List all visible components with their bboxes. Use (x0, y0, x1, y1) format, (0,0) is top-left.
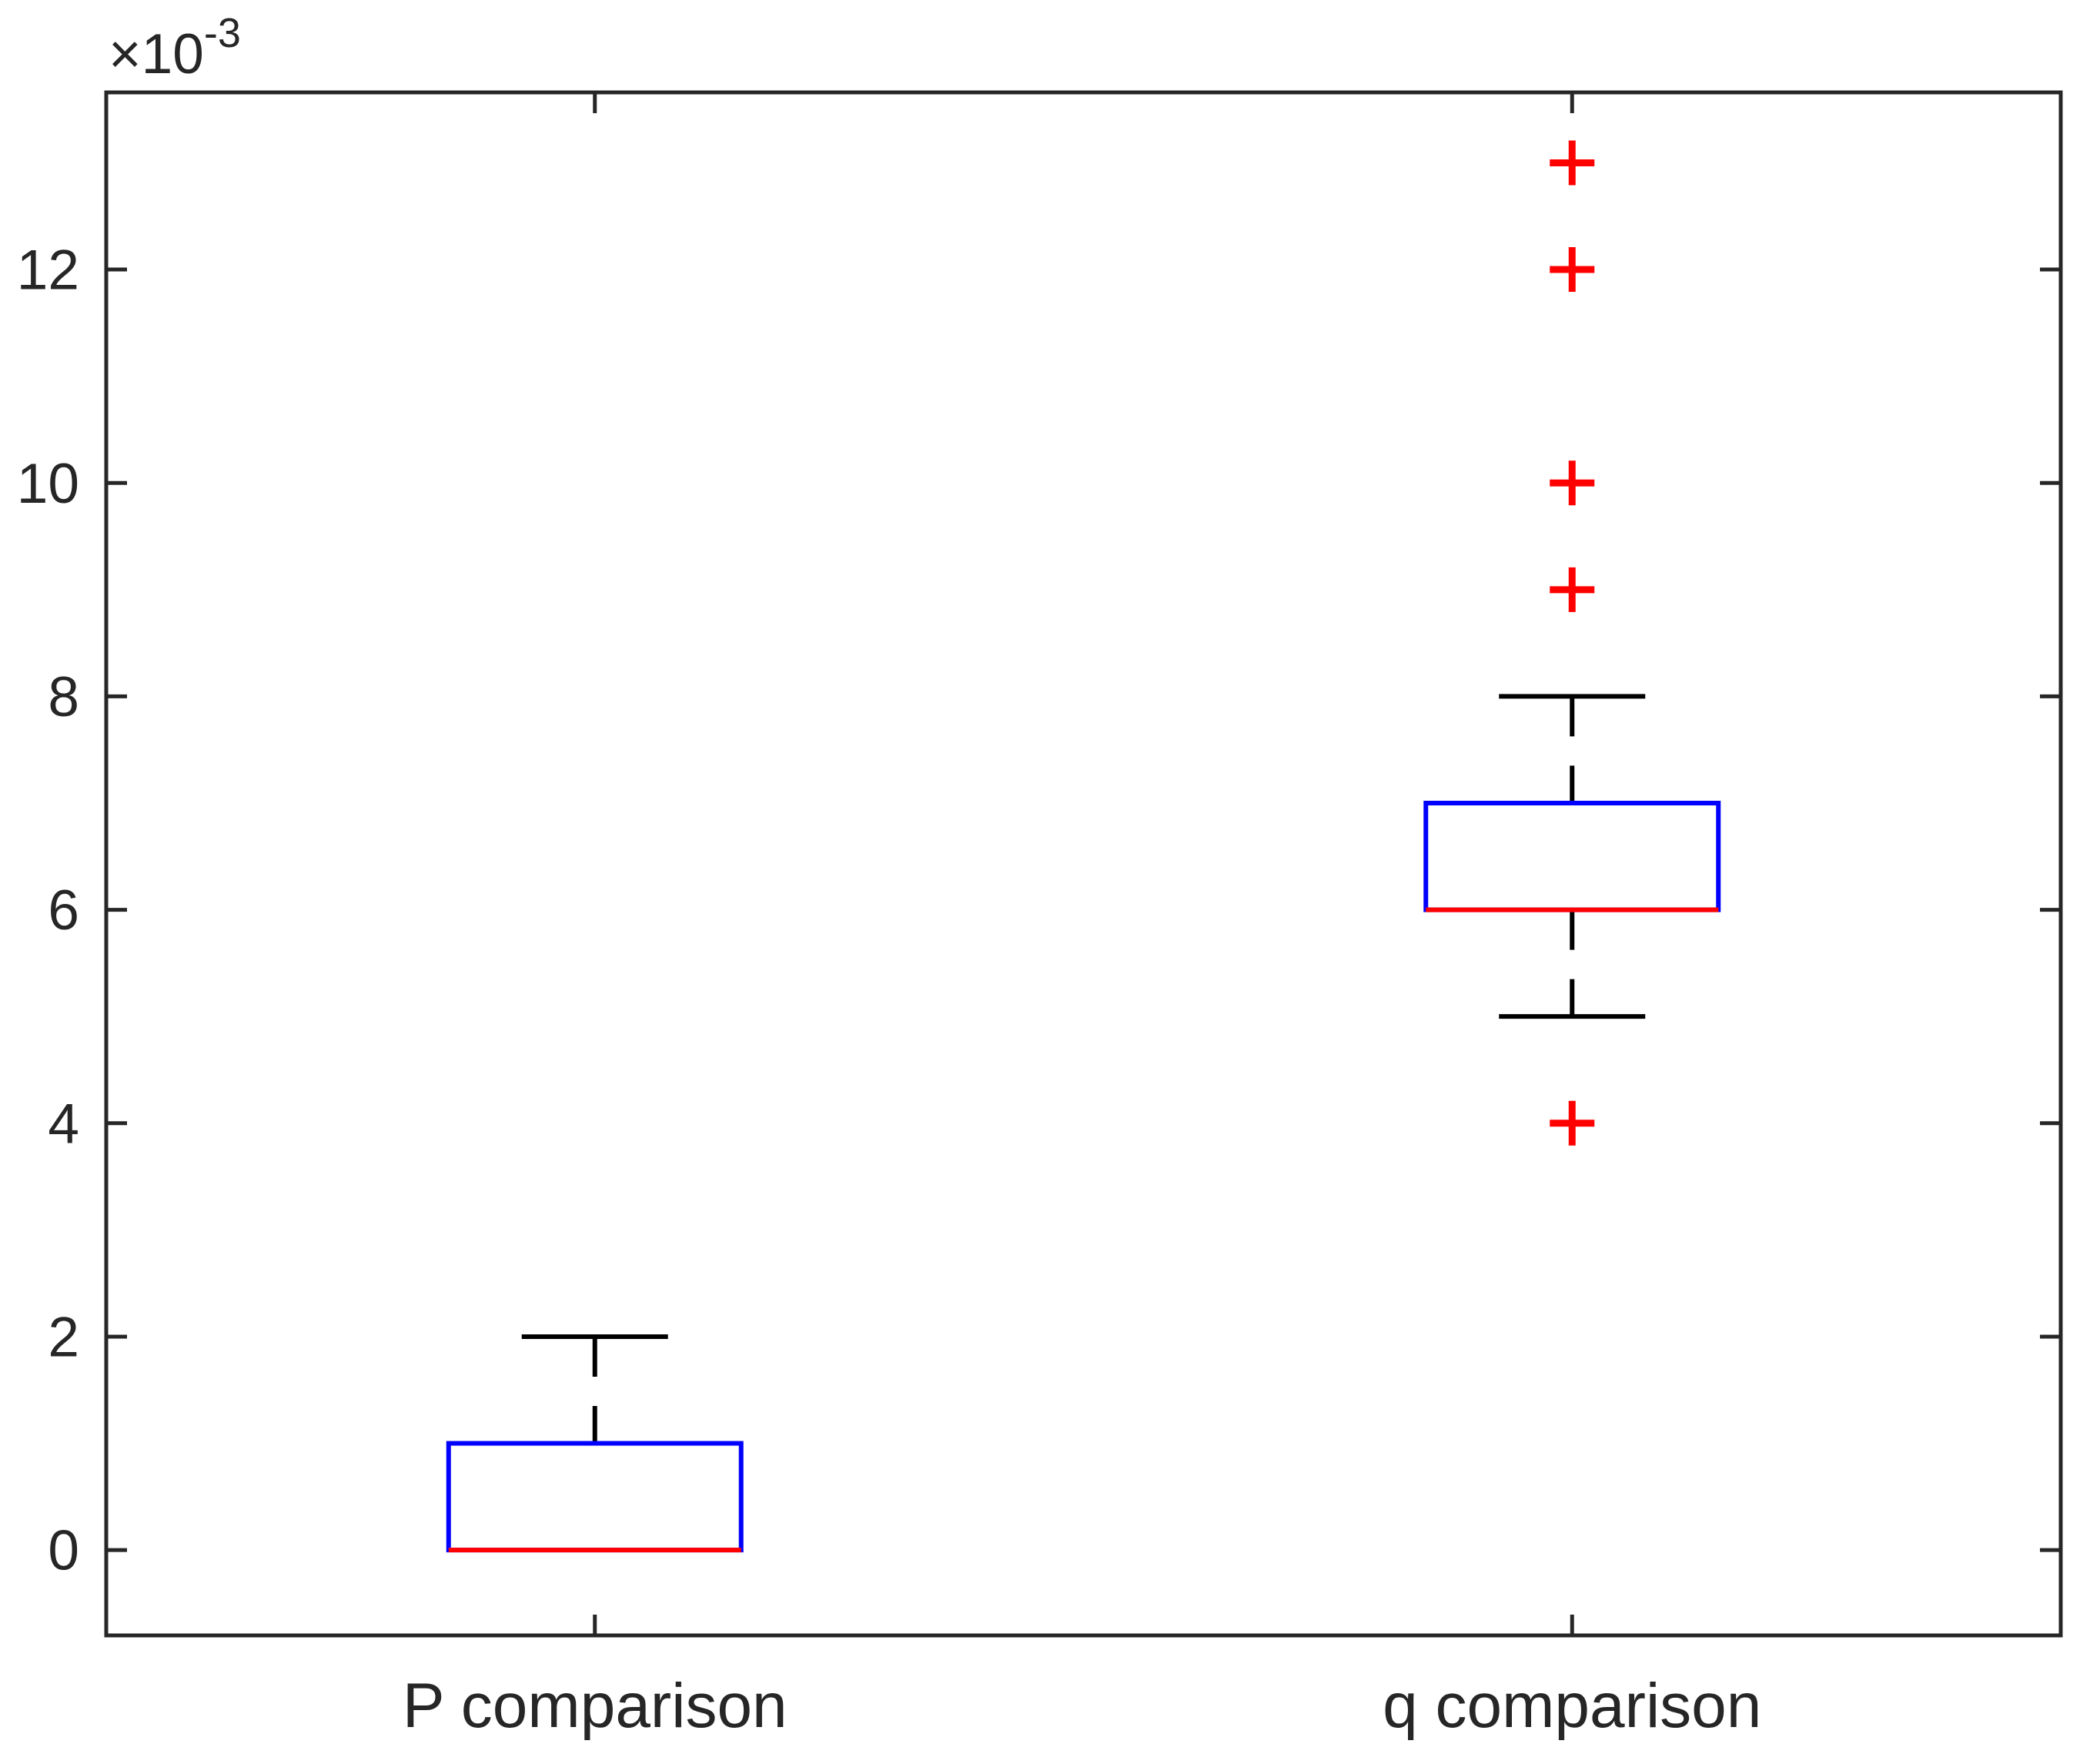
y-tick-label: 0 (48, 1520, 79, 1582)
y-tick-label: 6 (48, 879, 79, 942)
axes-frame (104, 90, 2063, 1638)
y-tick-label: 12 (17, 239, 79, 302)
y-tick-label: 10 (17, 453, 79, 515)
x-category-label: P comparison (403, 1671, 788, 1741)
y-tick-label: 8 (48, 666, 79, 728)
iqr-box-p-comparison (446, 1441, 744, 1553)
iqr-box-q-comparison (1423, 801, 1721, 912)
y-axis-multiplier-label: ×10-3 (109, 12, 241, 85)
x-category-label: q comparison (1383, 1671, 1761, 1741)
outlier-marker-q-comparison (1550, 1100, 1595, 1146)
y-axis-multiplier-base: ×10 (109, 23, 204, 85)
y-tick-label: 4 (48, 1093, 79, 1155)
outlier-marker-q-comparison (1550, 460, 1595, 506)
outlier-marker-q-comparison (1550, 567, 1595, 612)
outlier-marker-q-comparison (1550, 247, 1595, 293)
y-axis-multiplier-exponent: -3 (203, 10, 241, 56)
y-tick-label: 2 (48, 1307, 79, 1369)
outlier-marker-q-comparison (1550, 140, 1595, 186)
